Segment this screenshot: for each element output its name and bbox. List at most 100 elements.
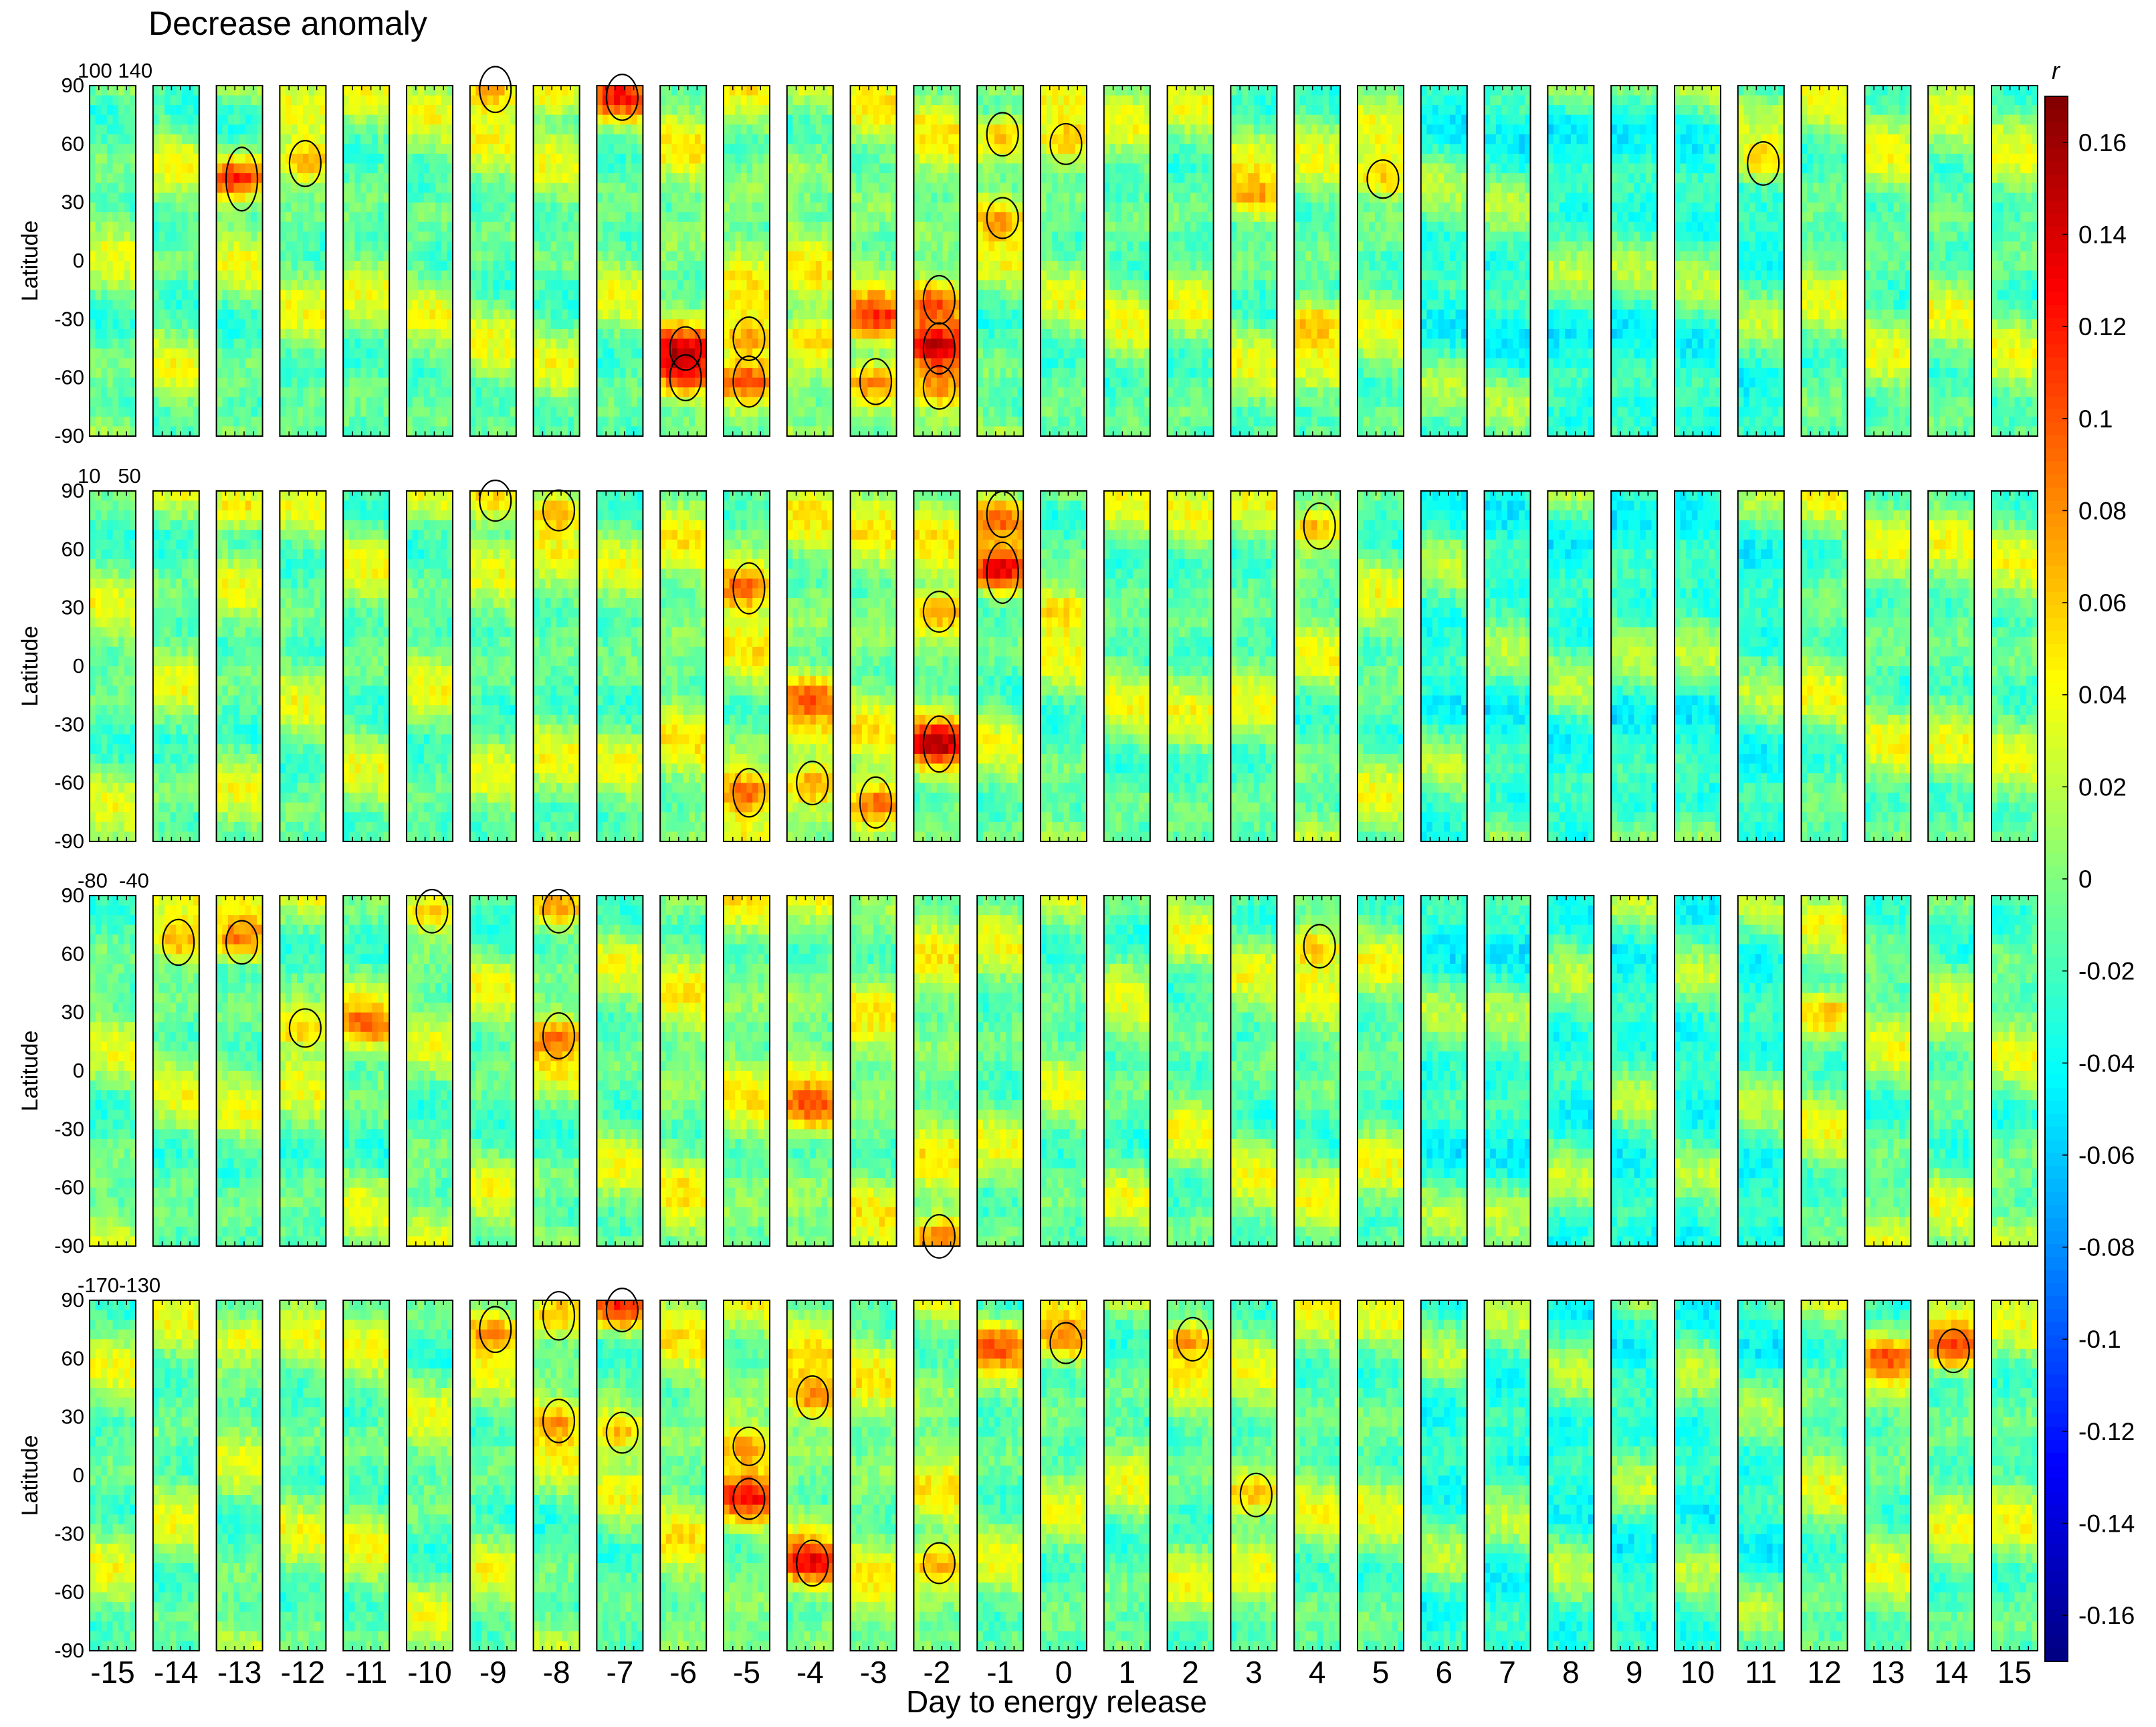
heatmap-cell: [343, 96, 349, 106]
heatmap-cell: [856, 310, 862, 320]
heatmap-cell: [724, 115, 730, 125]
heatmap-cell: [562, 105, 568, 115]
heatmap-cell: [314, 222, 320, 232]
heatmap-cell: [822, 417, 828, 427]
heatmap-cell: [441, 183, 447, 193]
heatmap-cell: [435, 280, 441, 290]
heatmap-cell: [233, 310, 239, 320]
heatmap-cell: [1069, 378, 1075, 388]
heatmap-cell: [107, 251, 113, 261]
heatmap-cell: [171, 163, 177, 173]
heatmap-cell: [1075, 212, 1081, 222]
heatmap-cell: [1012, 378, 1018, 388]
heatmap-cell: [245, 417, 251, 427]
heatmap-cell: [937, 348, 943, 359]
heatmap-cell: [539, 251, 545, 261]
heatmap-cell: [735, 134, 741, 144]
heatmap-cell: [366, 348, 372, 359]
heatmap-cell: [118, 193, 124, 203]
heatmap-cell: [286, 183, 292, 193]
heatmap-cell: [292, 222, 298, 232]
heatmap-cell: [1012, 387, 1018, 397]
heatmap-cell: [948, 203, 954, 213]
heatmap-cell: [113, 124, 119, 134]
heatmap-cell: [1047, 359, 1053, 369]
heatmap-cell: [222, 144, 228, 154]
heatmap-cell: [96, 359, 102, 369]
heatmap-cell: [695, 173, 701, 183]
heatmap-cell: [747, 144, 753, 154]
heatmap-cell: [724, 338, 730, 348]
heatmap-cell: [470, 290, 476, 300]
heatmap-cell: [758, 261, 764, 271]
heatmap-cell: [792, 163, 798, 173]
heatmap-cell: [1115, 124, 1121, 134]
heatmap-cell: [988, 300, 994, 310]
heatmap-cell: [96, 251, 102, 261]
heatmap-cell: [550, 261, 556, 271]
heatmap-cell: [470, 348, 476, 359]
heatmap-cell: [292, 251, 298, 261]
heatmap-cell: [171, 105, 177, 115]
heatmap-cell: [988, 280, 994, 290]
heatmap-cell: [303, 134, 309, 144]
heatmap-cell: [851, 338, 857, 348]
heatmap-cell: [683, 280, 689, 290]
heatmap-cell: [597, 310, 603, 320]
heatmap-cell: [1121, 154, 1127, 164]
heatmap-cell: [430, 338, 436, 348]
heatmap-cell: [1069, 338, 1075, 348]
heatmap-cell: [1000, 271, 1006, 281]
heatmap-cell: [314, 115, 320, 125]
heatmap-cell: [303, 271, 309, 281]
heatmap-cell: [683, 193, 689, 203]
heatmap-cell: [107, 359, 113, 369]
heatmap-cell: [568, 173, 574, 183]
heatmap-cell: [556, 134, 562, 144]
heatmap-cell: [920, 173, 926, 183]
heatmap-cell: [188, 163, 194, 173]
heatmap-cell: [879, 144, 885, 154]
heatmap-cell: [816, 310, 822, 320]
heatmap-cell: [1047, 387, 1053, 397]
heatmap-cell: [879, 387, 885, 397]
heatmap-cell: [1000, 203, 1006, 213]
heatmap-cell: [158, 338, 165, 348]
heatmap-cell: [943, 417, 949, 427]
heatmap-cell: [1115, 86, 1121, 96]
heatmap-cell: [435, 134, 441, 144]
heatmap-cell: [689, 134, 695, 144]
heatmap-cell: [534, 319, 540, 329]
heatmap-cell: [926, 348, 932, 359]
heatmap-cell: [879, 300, 885, 310]
heatmap-cell: [413, 203, 419, 213]
heatmap-cell: [1109, 163, 1115, 173]
heatmap-cell: [158, 397, 165, 407]
heatmap-cell: [994, 368, 1000, 378]
heatmap-cell: [562, 222, 568, 232]
heatmap-cell: [251, 280, 257, 290]
heatmap-cell: [609, 407, 615, 417]
heatmap-cell: [481, 397, 488, 407]
heatmap-cell: [435, 261, 441, 271]
heatmap-cell: [378, 348, 384, 359]
heatmap-cell: [228, 96, 234, 106]
heatmap-cell: [671, 310, 677, 320]
heatmap-cell: [217, 115, 223, 125]
heatmap-cell: [360, 231, 366, 241]
heatmap-cell: [689, 193, 695, 203]
heatmap-cell: [994, 115, 1000, 125]
heatmap-cell: [1058, 163, 1064, 173]
heatmap-cell: [879, 290, 885, 300]
heatmap-cell: [556, 261, 562, 271]
heatmap-cell: [609, 329, 615, 339]
heatmap-cell: [545, 222, 551, 232]
heatmap-cell: [413, 231, 419, 241]
heatmap-cell: [222, 378, 228, 388]
heatmap-cell: [885, 193, 891, 203]
heatmap-cell: [926, 261, 932, 271]
heatmap-cell: [597, 183, 603, 193]
heatmap-cell: [804, 280, 811, 290]
heatmap-cell: [816, 329, 822, 339]
heatmap-cell: [475, 378, 481, 388]
